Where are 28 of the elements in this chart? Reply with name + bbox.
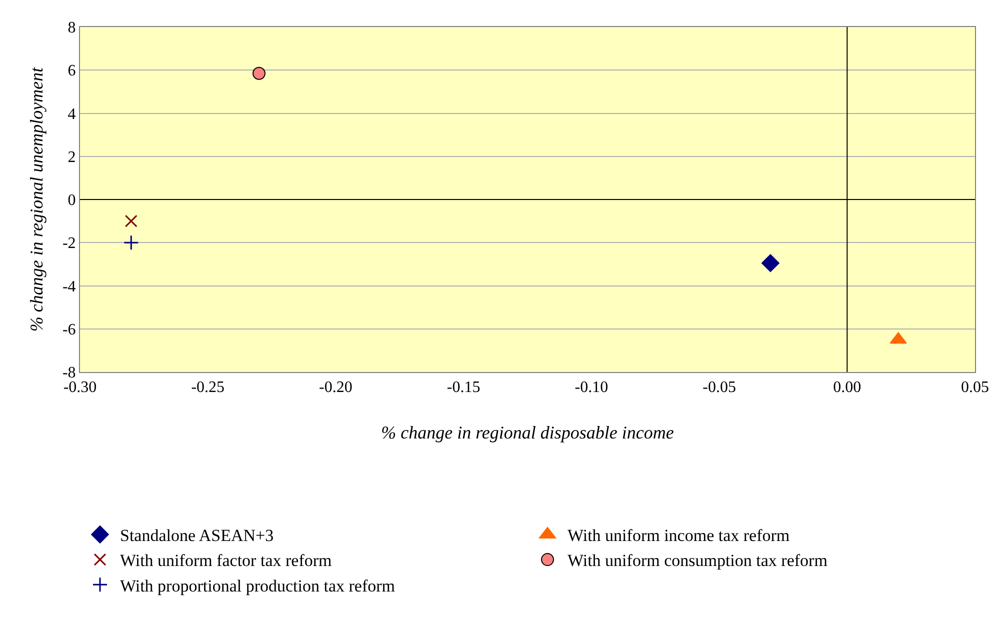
y-tick-label: -8 (62, 364, 76, 382)
legend-label: With proportional production tax reform (120, 576, 396, 596)
point (124, 214, 138, 228)
x-tick-label: 0.05 (961, 379, 989, 396)
x-tick-label: -0.30 (63, 379, 97, 396)
x-tick-label: -0.25 (191, 379, 225, 396)
y-tick-label: 0 (68, 192, 76, 210)
point (761, 254, 780, 272)
point (252, 66, 266, 80)
y-tick-label: -6 (62, 321, 76, 338)
y-tick-label: 8 (68, 20, 76, 37)
y-tick-label: 2 (68, 148, 76, 166)
point (123, 234, 139, 250)
x-tick-label: -0.15 (446, 379, 480, 396)
legend-label: With uniform consumption tax reform (568, 551, 828, 570)
y-tick-label: 6 (68, 62, 76, 80)
x-tick-label: -0.10 (574, 379, 608, 396)
y-tick-label: -2 (62, 235, 76, 252)
y-tick-label: -4 (62, 278, 76, 296)
y-axis-title: % change in regional unemployment (26, 66, 47, 332)
legend-label: With uniform income tax reform (568, 526, 790, 546)
x-tick-label: 0.00 (833, 379, 862, 396)
x-axis-title: % change in regional disposable income (381, 422, 674, 442)
legend-label: Standalone ASEAN+3 (120, 526, 274, 546)
legend-label: With uniform factor tax reform (120, 551, 332, 570)
y-tick-label: 4 (68, 106, 76, 123)
x-tick-label: -0.20 (319, 379, 352, 396)
x-tick-label: -0.05 (702, 379, 736, 396)
